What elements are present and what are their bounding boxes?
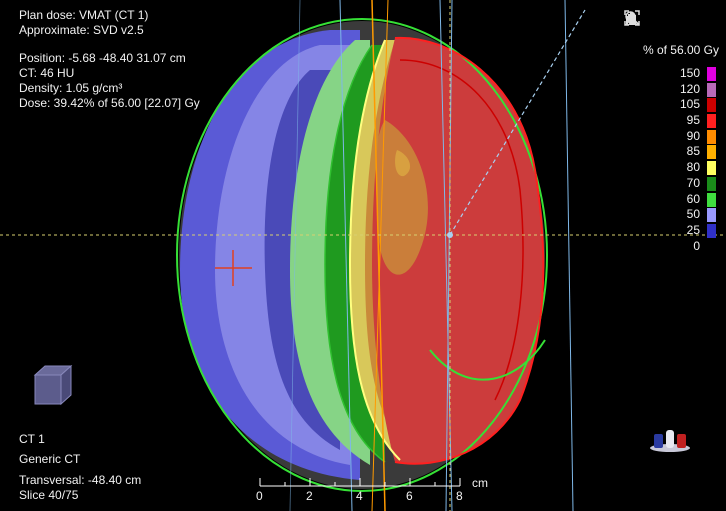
isodose-60-line bbox=[429, 339, 546, 381]
algorithm-label: Approximate: SVD v2.5 bbox=[19, 23, 144, 37]
legend-level: 105 bbox=[660, 97, 722, 113]
beam-line bbox=[289, 0, 301, 511]
orientation-cube-icon[interactable] bbox=[33, 363, 73, 407]
crosshair-center[interactable] bbox=[447, 232, 453, 238]
legend-level-swatch bbox=[707, 239, 716, 254]
ruler-tick-label: 4 bbox=[356, 489, 363, 503]
legend-level: 25 bbox=[660, 223, 722, 239]
legend-level-swatch bbox=[707, 208, 716, 223]
legend-level-label: 95 bbox=[686, 113, 700, 128]
image-set-type: Generic CT bbox=[19, 452, 81, 466]
legend-title: % of 56.00 Gy bbox=[642, 43, 719, 57]
legend-level-swatch bbox=[707, 98, 716, 113]
scale-ruler bbox=[259, 478, 461, 487]
beam-line bbox=[564, 0, 574, 511]
beam-line bbox=[439, 0, 453, 511]
legend-level-swatch bbox=[707, 114, 716, 129]
ruler-tick-label: 0 bbox=[256, 489, 263, 503]
legend-level: 95 bbox=[660, 113, 722, 129]
ruler-tick-label: 6 bbox=[406, 489, 413, 503]
legend-level-label: 150 bbox=[679, 66, 700, 80]
legend-level-swatch bbox=[707, 161, 716, 176]
legend-level: 120 bbox=[660, 82, 722, 98]
beam-direction-line bbox=[449, 9, 586, 236]
legend-level-label: 105 bbox=[679, 97, 700, 112]
legend-level-swatch bbox=[707, 82, 716, 97]
legend-level-label: 50 bbox=[686, 207, 700, 222]
zoom-icon[interactable] bbox=[625, 10, 692, 26]
viewport-toolbar bbox=[624, 10, 718, 26]
legend-level-swatch bbox=[707, 192, 716, 207]
legend-level-swatch bbox=[707, 176, 716, 191]
beam-line bbox=[445, 0, 453, 511]
legend-level: 85 bbox=[660, 144, 722, 160]
legend-level-label: 80 bbox=[686, 160, 700, 175]
dose-90-hotspot bbox=[375, 120, 428, 275]
legend-level-label: 70 bbox=[686, 175, 700, 190]
ruler-unit: cm bbox=[472, 476, 488, 490]
beam-line bbox=[339, 0, 353, 511]
probe-ct: CT: 46 HU bbox=[19, 66, 75, 80]
pan-hand-icon[interactable] bbox=[626, 10, 666, 26]
isodose-105-line bbox=[399, 59, 524, 401]
legend-level: 60 bbox=[660, 192, 722, 208]
dose-95-hotspot bbox=[395, 150, 411, 177]
transversal-position: Transversal: -48.40 cm bbox=[19, 473, 142, 487]
dose-95-region bbox=[372, 37, 544, 464]
legend-level-swatch bbox=[707, 145, 716, 160]
legend-level: 0 bbox=[660, 239, 722, 255]
slice-number: Slice 40/75 bbox=[19, 488, 79, 502]
beam-line bbox=[371, 0, 386, 511]
probe-position: Position: -5.68 -48.40 31.07 cm bbox=[19, 51, 186, 65]
probe-density: Density: 1.05 g/cm³ bbox=[19, 81, 123, 95]
legend-level-label: 60 bbox=[686, 191, 700, 206]
body-contour bbox=[176, 18, 548, 492]
fullscreen-icon[interactable] bbox=[624, 10, 718, 26]
legend-level: 70 bbox=[660, 176, 722, 192]
isodose-95-line bbox=[394, 36, 545, 465]
legend-level-label: 120 bbox=[679, 81, 700, 96]
patient-orientation-icon[interactable] bbox=[646, 426, 694, 454]
legend-level: 150 bbox=[660, 66, 722, 82]
legend-level-label: 90 bbox=[686, 128, 700, 143]
dose-legend[interactable]: 150 120 105 95 90 85 80 70 60 50 25 0 bbox=[660, 66, 722, 254]
plan-title: Plan dose: VMAT (CT 1) bbox=[19, 8, 149, 22]
legend-level-swatch bbox=[707, 129, 716, 144]
ruler-tick-label: 2 bbox=[306, 489, 313, 503]
legend-level-label: 0 bbox=[693, 238, 700, 253]
legend-level-label: 85 bbox=[686, 144, 700, 159]
legend-level-label: 25 bbox=[686, 222, 700, 237]
legend-level: 80 bbox=[660, 160, 722, 176]
legend-level: 50 bbox=[660, 207, 722, 223]
ruler-tick-label: 8 bbox=[456, 489, 463, 503]
isodose-80-line bbox=[348, 39, 401, 461]
legend-level: 90 bbox=[660, 129, 722, 145]
legend-level-swatch bbox=[707, 67, 716, 81]
isodose-70-line bbox=[324, 44, 386, 463]
image-set-name: CT 1 bbox=[19, 432, 45, 446]
legend-level-swatch bbox=[707, 223, 716, 238]
beam-line bbox=[371, 0, 389, 511]
probe-dose: Dose: 39.42% of 56.00 [22.07] Gy bbox=[19, 96, 200, 110]
